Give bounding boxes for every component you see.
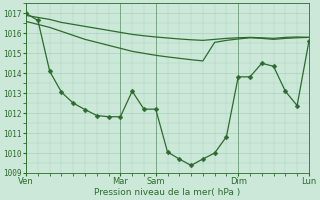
X-axis label: Pression niveau de la mer( hPa ): Pression niveau de la mer( hPa )	[94, 188, 241, 197]
